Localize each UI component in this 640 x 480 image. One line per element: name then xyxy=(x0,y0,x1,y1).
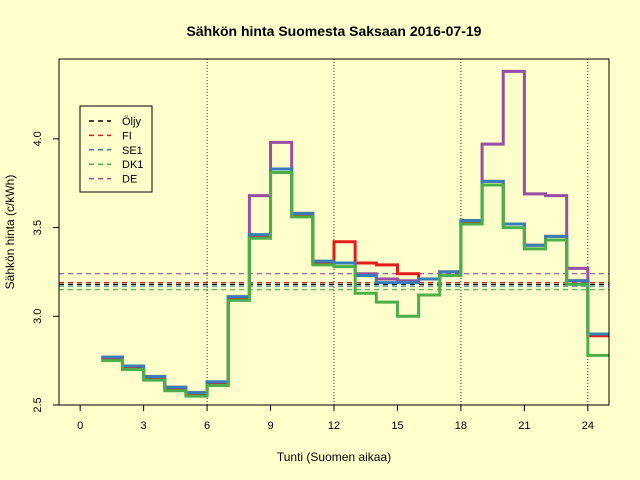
x-tick-label-6: 6 xyxy=(204,420,210,432)
legend-label-2: SE1 xyxy=(122,145,143,157)
series-line-dk1 xyxy=(101,171,609,398)
x-tick-label-0: 0 xyxy=(77,420,83,432)
chart-title: Sähkön hinta Suomesta Saksaan 2016-07-19 xyxy=(187,23,482,39)
legend-label-1: FI xyxy=(122,130,132,142)
y-tick-label-2: 3.5 xyxy=(32,220,44,235)
mean-lines xyxy=(59,273,609,291)
x-tick-label-12: 12 xyxy=(328,420,340,432)
series-lines xyxy=(101,69,609,398)
y-axis: 2.5 3.0 3.5 4.0 xyxy=(32,131,60,413)
y-tick-label-0: 2.5 xyxy=(32,397,44,412)
x-tick-label-3: 3 xyxy=(141,420,147,432)
x-axis: 0 3 6 9 12 15 18 21 24 xyxy=(77,404,594,432)
x-tick-label-21: 21 xyxy=(518,420,530,432)
y-tick-label-1: 3.0 xyxy=(32,309,44,324)
legend-label-3: DK1 xyxy=(122,159,143,171)
x-tick-label-15: 15 xyxy=(391,420,403,432)
y-tick-label-3: 4.0 xyxy=(32,131,44,146)
x-axis-label: Tunti (Suomen aikaa) xyxy=(277,450,391,464)
x-tick-label-9: 9 xyxy=(267,420,273,432)
legend: Öljy FI SE1 DK1 DE xyxy=(79,105,153,193)
legend-label-0: Öljy xyxy=(122,116,141,128)
x-tick-label-18: 18 xyxy=(455,420,467,432)
x-tick-label-24: 24 xyxy=(582,420,594,432)
legend-label-4: DE xyxy=(122,174,137,186)
y-axis-label: Sähkön hinta (c/kWh) xyxy=(3,175,17,290)
